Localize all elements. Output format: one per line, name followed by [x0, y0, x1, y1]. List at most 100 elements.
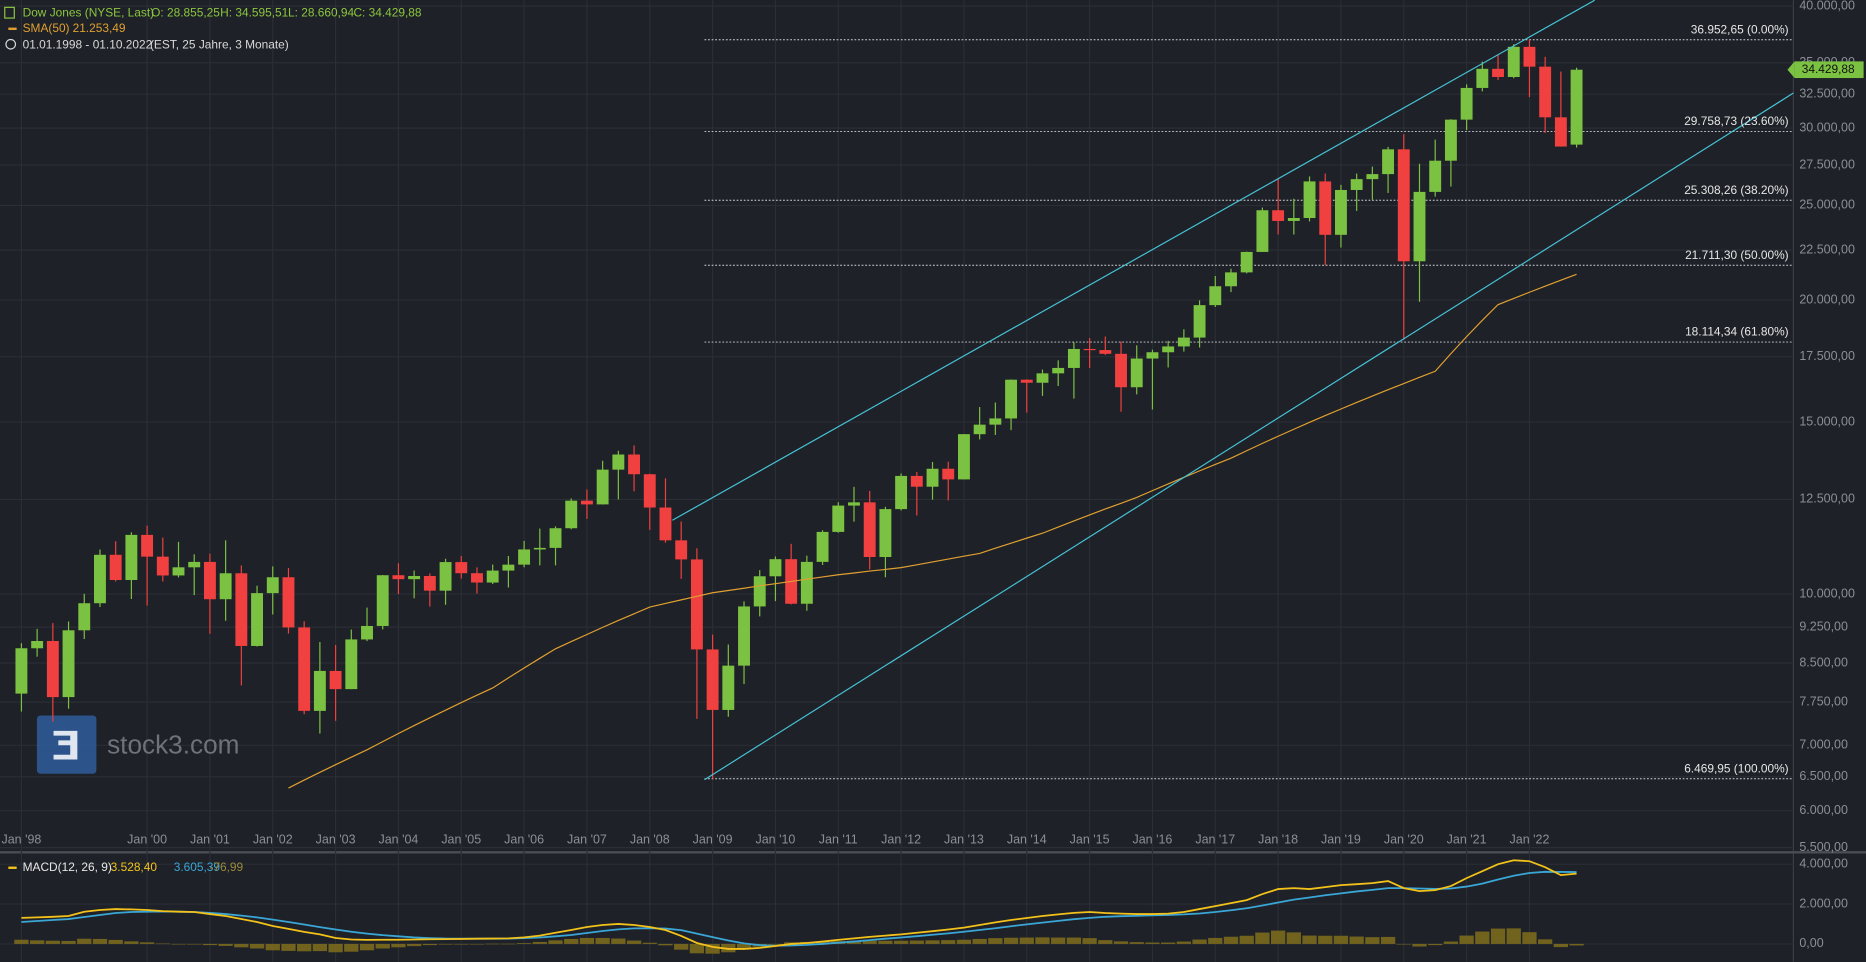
candle-body	[313, 670, 326, 711]
candle-body	[1005, 379, 1018, 419]
candle-body	[1162, 346, 1175, 353]
histogram-bar	[391, 943, 406, 948]
histogram-bar	[1380, 936, 1396, 944]
candle-body	[1052, 367, 1065, 374]
histogram-bar	[1255, 932, 1270, 944]
y-tick-label: 6.000,00	[1799, 803, 1848, 817]
histogram-bar	[1145, 942, 1160, 944]
histogram-bar	[1459, 935, 1474, 944]
histogram-bar	[77, 938, 92, 944]
y-tick-label: 8.500,00	[1799, 655, 1848, 669]
header-close: C: 34.429,88	[353, 5, 421, 19]
histogram-bar	[155, 943, 170, 945]
histogram-bar	[1522, 932, 1537, 944]
candle-body	[62, 630, 75, 698]
histogram-bar	[893, 940, 909, 944]
histogram-bar	[265, 943, 280, 951]
macd-legend-swatch	[8, 866, 17, 869]
candle-body	[690, 559, 703, 650]
candle-body	[282, 577, 295, 628]
x-tick-label: Jan '22	[1510, 833, 1550, 847]
candle-body	[596, 469, 609, 505]
x-tick-label: Jan '17	[1195, 833, 1235, 847]
candle-body	[502, 564, 515, 571]
histogram-bar	[988, 938, 1003, 944]
x-tick-label: Jan '09	[693, 833, 733, 847]
histogram-bar	[611, 938, 626, 944]
candle-body	[1083, 348, 1096, 351]
histogram-bar	[1553, 943, 1569, 948]
candle-body	[1382, 149, 1395, 175]
histogram-bar	[485, 943, 500, 945]
series-name: Dow Jones (NYSE, Last)	[23, 5, 155, 19]
candle-body	[722, 665, 735, 710]
x-tick-label: Jan '15	[1070, 833, 1110, 847]
histogram-bar	[548, 940, 563, 944]
fib-label: 6.469,95 (100.00%)	[1684, 761, 1788, 775]
x-tick-label: Jan '02	[253, 833, 293, 847]
candle-body	[518, 549, 531, 565]
histogram-bar	[1161, 942, 1176, 944]
fib-label: 36.952,65 (0.00%)	[1691, 22, 1789, 36]
candle-body	[251, 593, 264, 646]
histogram-bar	[187, 943, 202, 945]
histogram-bar	[438, 943, 453, 945]
candle-body	[94, 554, 106, 604]
candle-body	[863, 502, 876, 557]
candle-body	[219, 573, 232, 600]
histogram-bar	[1208, 937, 1223, 944]
histogram-bar	[1349, 936, 1364, 944]
y-tick-label: 2.000,00	[1799, 896, 1848, 910]
candle-body	[1334, 189, 1347, 235]
y-tick-label: 4.000,00	[1799, 856, 1848, 870]
histogram-bar	[14, 939, 29, 944]
line-series	[21, 859, 1577, 950]
y-tick-label: 40.000,00	[1799, 0, 1855, 12]
channel-upper	[672, 0, 1595, 521]
candle-body	[298, 627, 311, 711]
candle-body	[659, 507, 672, 541]
candle-body	[848, 502, 860, 506]
histogram-bar	[1003, 937, 1019, 944]
x-tick-label: Jan '07	[567, 833, 607, 847]
histogram-bar	[1412, 943, 1427, 947]
histogram-bar	[1569, 943, 1584, 946]
candle-body	[471, 573, 483, 583]
macd-legend-value: 3.528,40	[111, 860, 158, 874]
y-tick-label: 25.000,00	[1799, 198, 1855, 212]
histogram-bar	[124, 941, 139, 944]
histogram-bar	[61, 940, 76, 944]
histogram-bar	[29, 940, 45, 944]
candle-body	[423, 575, 436, 591]
fib-label: 25.308,26 (38.20%)	[1684, 183, 1788, 197]
sma-value: 21.253,49	[73, 21, 126, 35]
histogram-bar	[1176, 941, 1192, 944]
histogram-bar	[689, 943, 705, 954]
x-tick-label: Jan '05	[441, 833, 481, 847]
candle-body	[156, 556, 169, 576]
histogram-bar	[92, 938, 108, 944]
macd-legend-value: -76,99	[209, 860, 243, 874]
y-tick-label: 32.500,00	[1799, 86, 1855, 100]
histogram-bar	[878, 940, 893, 944]
candle-body	[345, 639, 358, 690]
candle-body	[1492, 68, 1504, 77]
candle-body	[392, 575, 405, 580]
histogram-bar	[1443, 941, 1459, 944]
candle-body	[769, 559, 782, 577]
header-open: O: 28.855,25	[151, 5, 220, 19]
candle-body	[361, 625, 373, 640]
candle-body	[486, 570, 499, 583]
histogram-bar	[658, 943, 673, 946]
candle-body	[1287, 217, 1300, 221]
histogram-bar	[972, 938, 987, 944]
candle-body	[942, 468, 955, 480]
candle-body	[1177, 337, 1190, 347]
candle-body	[1225, 272, 1237, 287]
candle-body	[1115, 353, 1127, 388]
histogram-bar	[1270, 930, 1286, 944]
histogram-bar	[454, 943, 469, 945]
date-range: 01.01.1998 - 01.10.2022	[23, 38, 153, 52]
histogram-bar	[501, 943, 516, 945]
candle-body	[1444, 119, 1457, 161]
